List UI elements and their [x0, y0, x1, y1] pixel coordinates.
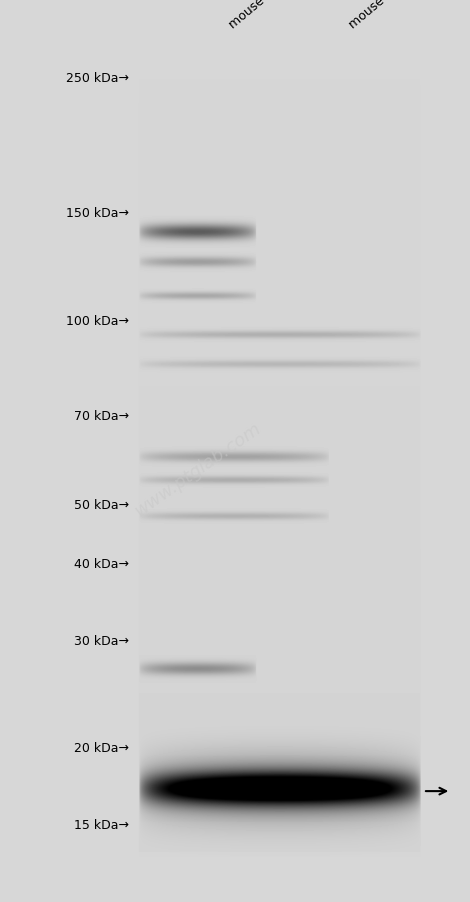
Text: 40 kDa→: 40 kDa→: [74, 557, 129, 571]
Text: 50 kDa→: 50 kDa→: [74, 499, 129, 511]
Text: mouse liver: mouse liver: [346, 0, 411, 32]
Text: 15 kDa→: 15 kDa→: [74, 818, 129, 831]
Text: 250 kDa→: 250 kDa→: [66, 71, 129, 85]
Text: 150 kDa→: 150 kDa→: [66, 207, 129, 220]
Text: 30 kDa→: 30 kDa→: [74, 634, 129, 647]
Text: 20 kDa→: 20 kDa→: [74, 741, 129, 755]
Text: 70 kDa→: 70 kDa→: [74, 410, 129, 422]
Text: www.ptglab.com: www.ptglab.com: [131, 419, 264, 520]
Text: mouse heart: mouse heart: [227, 0, 296, 32]
Text: 100 kDa→: 100 kDa→: [66, 315, 129, 327]
